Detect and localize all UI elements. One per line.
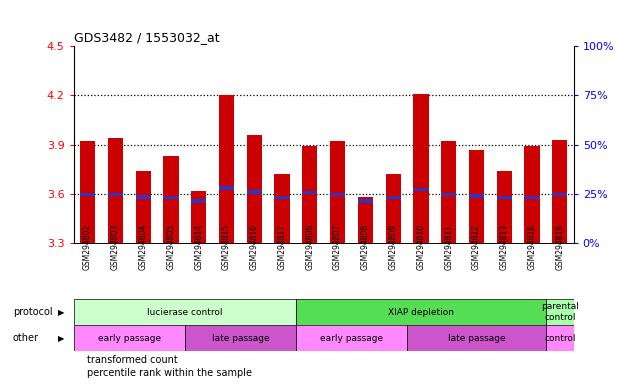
Bar <box>552 140 567 243</box>
Text: GSM294815: GSM294815 <box>222 224 231 270</box>
Bar <box>413 94 429 243</box>
Bar <box>469 150 484 243</box>
Text: GSM294808: GSM294808 <box>361 224 370 270</box>
Bar <box>469 194 484 198</box>
Bar <box>497 196 512 199</box>
Bar <box>185 325 296 351</box>
Bar <box>302 146 317 243</box>
Text: early passage: early passage <box>320 334 383 343</box>
Bar <box>191 199 206 203</box>
Text: protocol: protocol <box>13 307 53 317</box>
Text: GSM294807: GSM294807 <box>333 224 342 270</box>
Bar <box>546 299 574 325</box>
Bar <box>385 174 401 243</box>
Text: ▶: ▶ <box>58 334 64 343</box>
Bar <box>441 193 456 196</box>
Bar <box>413 187 429 191</box>
Bar <box>135 171 151 243</box>
Text: GSM294806: GSM294806 <box>305 224 314 270</box>
Text: GSM294813: GSM294813 <box>500 224 509 270</box>
Bar <box>358 199 373 203</box>
Bar <box>108 193 123 196</box>
Bar <box>247 190 262 194</box>
Text: percentile rank within the sample: percentile rank within the sample <box>87 368 251 378</box>
Bar <box>274 174 290 243</box>
Text: late passage: late passage <box>212 334 269 343</box>
Bar <box>74 325 185 351</box>
Text: GSM294818: GSM294818 <box>528 224 537 270</box>
Text: GSM294811: GSM294811 <box>444 224 453 270</box>
Bar <box>407 325 546 351</box>
Bar <box>302 191 317 194</box>
Text: GSM294809: GSM294809 <box>388 224 397 270</box>
Text: GSM294802: GSM294802 <box>83 224 92 270</box>
Bar <box>108 138 123 243</box>
Text: GSM294816: GSM294816 <box>250 224 259 270</box>
Bar <box>330 141 345 243</box>
Text: late passage: late passage <box>447 334 505 343</box>
Text: GSM294810: GSM294810 <box>417 224 426 270</box>
Text: transformed count: transformed count <box>87 355 178 365</box>
Text: GDS3482 / 1553032_at: GDS3482 / 1553032_at <box>74 31 219 44</box>
Text: early passage: early passage <box>97 334 161 343</box>
Bar <box>296 299 546 325</box>
Bar <box>330 193 345 196</box>
Text: parental
control: parental control <box>541 303 579 322</box>
Bar <box>552 193 567 196</box>
Bar <box>497 171 512 243</box>
Bar <box>546 325 574 351</box>
Bar <box>80 193 96 196</box>
Text: GSM294817: GSM294817 <box>278 224 287 270</box>
Text: GSM294814: GSM294814 <box>194 224 203 270</box>
Bar <box>74 299 296 325</box>
Text: lucierase control: lucierase control <box>147 308 222 317</box>
Bar <box>441 141 456 243</box>
Text: other: other <box>13 333 39 343</box>
Text: ▶: ▶ <box>58 308 64 317</box>
Text: GSM294803: GSM294803 <box>111 224 120 270</box>
Text: GSM294812: GSM294812 <box>472 224 481 270</box>
Bar <box>385 196 401 199</box>
Bar <box>163 156 179 243</box>
Bar <box>247 135 262 243</box>
Text: XIAP depletion: XIAP depletion <box>388 308 454 317</box>
Text: GSM294804: GSM294804 <box>138 224 147 270</box>
Bar <box>524 196 540 199</box>
Bar <box>296 325 407 351</box>
Bar <box>163 196 179 199</box>
Bar <box>191 191 206 243</box>
Text: GSM294819: GSM294819 <box>555 224 564 270</box>
Text: GSM294805: GSM294805 <box>167 224 176 270</box>
Bar <box>274 196 290 199</box>
Bar <box>219 95 234 243</box>
Text: control: control <box>544 334 576 343</box>
Bar <box>80 141 96 243</box>
Bar <box>358 197 373 243</box>
Bar <box>135 195 151 199</box>
Bar <box>524 146 540 243</box>
Bar <box>219 186 234 190</box>
